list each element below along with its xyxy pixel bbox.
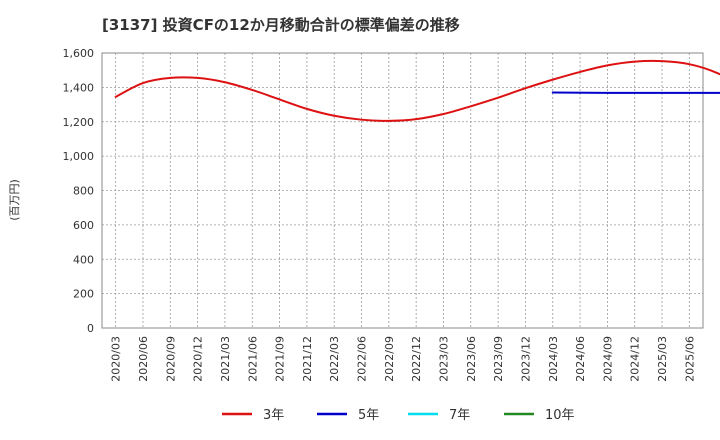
x-tick-label: 2023/03 xyxy=(437,336,450,382)
legend-label-2: 5年 xyxy=(358,408,379,423)
series-line-2 xyxy=(551,91,720,94)
x-tick-label: 2021/03 xyxy=(219,336,232,382)
y-axis-label: (百万円) xyxy=(8,179,21,221)
series-lines xyxy=(114,59,720,122)
x-tick-label: 2020/03 xyxy=(110,336,123,382)
y-tick-label: 800 xyxy=(73,185,94,198)
y-tick-label: 200 xyxy=(73,288,94,301)
x-tick-label: 2024/06 xyxy=(574,336,587,382)
x-tick-label: 2020/09 xyxy=(164,336,177,382)
y-tick-label: 400 xyxy=(73,253,94,266)
x-tick-labels: 2020/03 2020/06 2020/09 2020/12 2021/03 2021/… xyxy=(110,336,697,382)
x-tick-label: 2022/12 xyxy=(410,336,423,382)
y-tick-label: 0 xyxy=(87,322,94,335)
y-tick-label: 1,600 xyxy=(63,47,95,60)
x-tick-label: 2023/09 xyxy=(492,336,505,382)
x-tick-label: 2022/09 xyxy=(383,336,396,382)
x-tick-label: 2025/03 xyxy=(656,336,669,382)
y-tick-labels: 0 200 400 600 800 1,000 1,200 1,400 1,600 xyxy=(63,47,95,335)
x-tick-label: 2022/06 xyxy=(356,336,369,382)
legend-label-1: 3年 xyxy=(263,408,284,423)
x-tick-label: 2022/03 xyxy=(328,336,341,382)
y-tick-label: 1,000 xyxy=(63,150,95,163)
x-tick-label: 2023/06 xyxy=(465,336,478,382)
x-tick-label: 2021/12 xyxy=(301,336,314,382)
plot-area xyxy=(101,52,704,329)
y-tick-label: 1,400 xyxy=(63,81,95,94)
x-tick-label: 2025/06 xyxy=(683,336,696,382)
x-tick-label: 2021/06 xyxy=(246,336,259,382)
x-tick-label: 2024/12 xyxy=(629,336,642,382)
grid-lines xyxy=(102,52,703,329)
x-tick-label: 2020/06 xyxy=(137,336,150,382)
legend: 3年 5年 7年 10年 xyxy=(222,408,575,423)
x-tick-label: 2024/03 xyxy=(547,336,560,382)
legend-label-3: 7年 xyxy=(449,408,470,423)
series-line-1 xyxy=(114,59,720,122)
x-tick-label: 2020/12 xyxy=(192,336,205,382)
x-tick-label: 2021/09 xyxy=(274,336,287,382)
legend-label-4: 10年 xyxy=(545,408,575,423)
x-tick-label: 2024/09 xyxy=(601,336,614,382)
y-tick-label: 600 xyxy=(73,219,94,232)
chart-title: [3137] 投資CFの12か月移動合計の標準偏差の推移 xyxy=(102,16,460,34)
y-tick-label: 1,200 xyxy=(63,116,95,129)
x-tick-label: 2023/12 xyxy=(519,336,532,382)
